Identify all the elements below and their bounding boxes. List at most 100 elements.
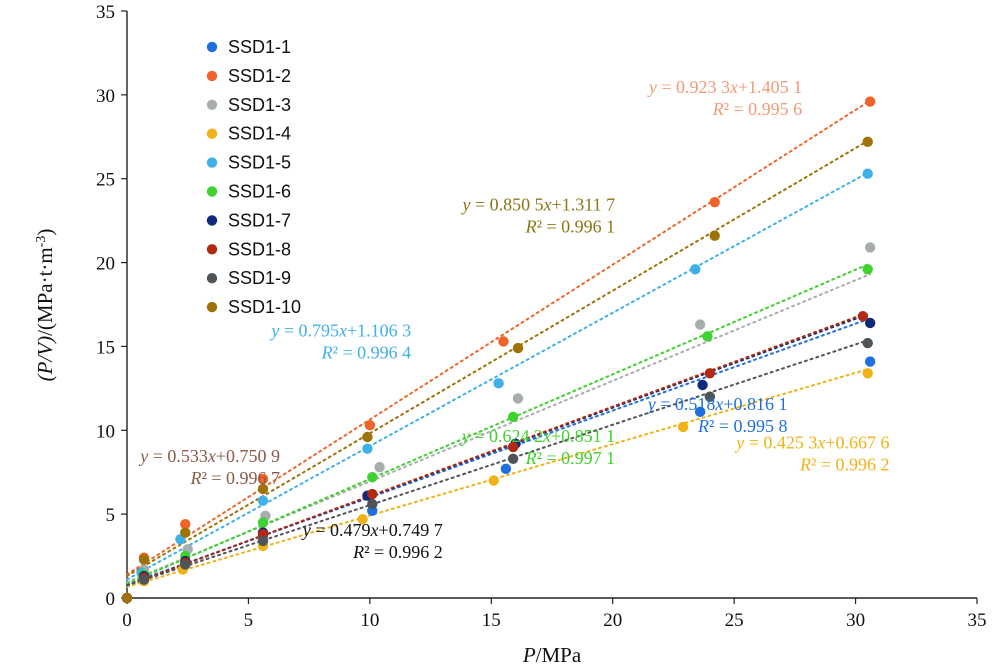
data-point bbox=[702, 331, 713, 342]
x-tick-label: 15 bbox=[482, 610, 501, 631]
data-point bbox=[374, 461, 385, 473]
fit-equation: y = 0.425 3x+0.667 6 bbox=[734, 433, 889, 453]
data-point bbox=[493, 378, 504, 389]
fit-equation: y = 0.923 3x+1.405 1 bbox=[647, 77, 802, 97]
data-point bbox=[512, 393, 524, 404]
legend-marker bbox=[206, 157, 218, 168]
data-point bbox=[862, 368, 873, 379]
fit-equation: y = 0.518x+0.816 1 bbox=[646, 394, 788, 414]
axes bbox=[126, 11, 977, 599]
data-point bbox=[864, 242, 876, 253]
data-point bbox=[257, 495, 269, 506]
y-tick-label: 15 bbox=[96, 337, 115, 358]
legend-marker bbox=[206, 41, 218, 53]
x-tick-label: 35 bbox=[968, 610, 987, 631]
fit-equation: y = 0.479x+0.749 7 bbox=[301, 520, 443, 540]
data-point bbox=[862, 136, 873, 148]
data-point bbox=[507, 453, 519, 464]
data-point bbox=[694, 319, 706, 330]
data-point bbox=[138, 574, 150, 585]
x-tick-label: 20 bbox=[603, 610, 622, 631]
x-tick-label: 25 bbox=[725, 610, 744, 631]
tick-labels: 0 5 10 15 20 25 30 35 0 5 10 15 20 25 30 35 bbox=[96, 2, 987, 631]
data-point bbox=[257, 517, 269, 528]
y-tick-label: 25 bbox=[96, 170, 115, 191]
fit-r-squared: R² = 0.995 6 bbox=[712, 99, 803, 119]
data-point bbox=[498, 336, 509, 347]
data-point bbox=[864, 317, 876, 329]
x-tick-label: 5 bbox=[244, 610, 254, 631]
data-point bbox=[862, 337, 873, 349]
fit-r-squared: R² = 0.996 7 bbox=[189, 468, 280, 488]
legend-marker bbox=[206, 273, 218, 284]
legend-label: SSD1-3 bbox=[228, 95, 291, 115]
legend-label: SSD1-1 bbox=[228, 37, 291, 57]
legend-label: SSD1-8 bbox=[228, 239, 291, 259]
legend-label: SSD1-4 bbox=[228, 124, 291, 144]
data-point bbox=[507, 441, 519, 453]
fit-r-squared: R² = 0.996 4 bbox=[321, 342, 412, 362]
data-point bbox=[362, 431, 373, 443]
legend-marker bbox=[206, 70, 218, 82]
legend-label: SSD1-10 bbox=[228, 297, 301, 317]
y-tick-label: 10 bbox=[96, 421, 115, 442]
legend-marker bbox=[206, 244, 218, 255]
data-point bbox=[500, 463, 512, 475]
data-point bbox=[507, 411, 519, 423]
data-point bbox=[257, 535, 269, 547]
series-ssd1-10 bbox=[121, 136, 873, 604]
data-point bbox=[862, 264, 873, 275]
data-point bbox=[677, 421, 689, 433]
data-point bbox=[709, 230, 720, 241]
fit-line-ssd1-9 bbox=[126, 339, 869, 587]
x-axis-title: P/MPa bbox=[522, 643, 582, 667]
fit-r-squared: R² = 0.996 1 bbox=[525, 217, 616, 237]
fit-line-ssd1-6 bbox=[126, 263, 869, 585]
data-point bbox=[357, 513, 368, 525]
fit-equation: y = 0.795x+1.106 3 bbox=[269, 320, 411, 340]
legend-marker bbox=[206, 186, 218, 197]
legend-label: SSD1-5 bbox=[228, 153, 291, 173]
y-tick-label: 30 bbox=[96, 86, 115, 107]
data-points bbox=[121, 96, 876, 604]
data-point bbox=[364, 420, 376, 431]
fit-line-ssd1-8 bbox=[126, 313, 864, 587]
data-point bbox=[864, 96, 876, 107]
data-point bbox=[704, 368, 716, 379]
legend-label: SSD1-7 bbox=[228, 210, 291, 230]
data-point bbox=[362, 443, 373, 454]
data-point bbox=[367, 472, 378, 483]
data-point bbox=[180, 527, 191, 538]
fit-line-ssd1-2 bbox=[126, 99, 872, 576]
fit-r-squared: R² = 0.996 2 bbox=[352, 542, 443, 562]
y-tick-label: 35 bbox=[96, 2, 115, 23]
legend: SSD1-1 SSD1-2 SSD1-3 SSD1-4 SSD1-5 SSD1-6 SSD1… bbox=[206, 37, 301, 317]
data-point bbox=[180, 559, 191, 570]
fit-annotations: y = 0.923 3x+1.405 1R² = 0.995 6 y = 0.85… bbox=[138, 77, 889, 562]
data-point bbox=[709, 196, 720, 208]
data-point bbox=[697, 379, 708, 391]
fit-lines bbox=[126, 99, 872, 588]
legend-marker bbox=[206, 301, 218, 313]
x-tick-label: 30 bbox=[846, 610, 865, 631]
data-point bbox=[138, 554, 150, 565]
y-tick-label: 5 bbox=[106, 505, 116, 526]
data-point bbox=[367, 498, 378, 510]
fit-line-ssd1-10 bbox=[126, 139, 869, 578]
data-point bbox=[857, 311, 869, 322]
data-point bbox=[257, 473, 269, 485]
data-point bbox=[864, 356, 876, 367]
data-point bbox=[704, 391, 716, 402]
fit-line-ssd1-5 bbox=[126, 171, 869, 581]
legend-label: SSD1-2 bbox=[228, 66, 291, 86]
data-point bbox=[367, 488, 378, 500]
legend-marker bbox=[206, 215, 218, 226]
data-point bbox=[694, 406, 706, 418]
legend-label: SSD1-9 bbox=[228, 268, 291, 288]
x-tick-label: 10 bbox=[360, 610, 379, 631]
fit-r-squared: R² = 0.997 1 bbox=[525, 448, 616, 468]
data-point bbox=[690, 264, 701, 275]
fit-equation: y = 0.624 2x+0.851 1 bbox=[460, 426, 615, 446]
data-point bbox=[121, 592, 133, 604]
